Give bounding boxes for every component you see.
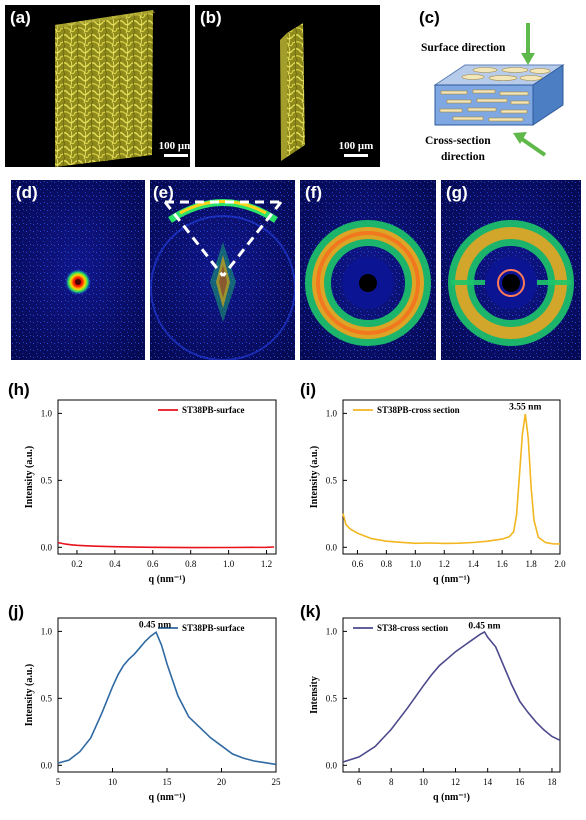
x-tick-label: 0.8 xyxy=(381,559,393,569)
panel-a-3d-image: (a) 100 μm xyxy=(5,5,190,167)
y-tick-label: 1.0 xyxy=(326,408,338,418)
x-tick-label: 10 xyxy=(419,777,429,787)
x-tick-label: 25 xyxy=(272,777,282,787)
direction-text: direction xyxy=(441,151,485,163)
plot-frame xyxy=(57,617,277,773)
panel-g-label: (g) xyxy=(446,183,468,202)
x-tick-label: 1.6 xyxy=(497,559,509,569)
x-tick-label: 1.2 xyxy=(439,559,450,569)
panel-k-label: (k) xyxy=(300,602,321,621)
y-axis-label: Intensity (a.u.) xyxy=(24,446,35,509)
series-line xyxy=(57,630,277,766)
x-tick-label: 0.6 xyxy=(147,559,159,569)
x-axis-label: q (nm⁻¹) xyxy=(433,574,470,585)
scattering-d xyxy=(11,180,145,360)
plot-frame xyxy=(342,399,561,555)
x-tick-label: 1.2 xyxy=(261,559,272,569)
x-tick-label: 10 xyxy=(108,777,118,787)
panel-b-3d-image: (b) 100 μm xyxy=(195,5,380,167)
scattering-f xyxy=(300,180,436,360)
scattering-e xyxy=(150,180,295,360)
cross-section-text: Cross-section xyxy=(425,135,491,147)
x-tick-label: 12 xyxy=(451,777,460,787)
y-axis-label: Intensity (a.u.) xyxy=(309,446,320,509)
panel-j-label: (j) xyxy=(8,602,25,621)
panel-f-label: (f) xyxy=(305,183,322,202)
y-tick-label: 0.5 xyxy=(41,475,53,485)
legend-label: ST38PB-cross section xyxy=(377,405,460,415)
x-axis-label: q (nm⁻¹) xyxy=(149,792,186,803)
x-tick-label: 0.2 xyxy=(71,559,82,569)
peak-annotation: 0.45 nm xyxy=(468,622,500,632)
x-tick-label: 6 xyxy=(357,777,362,787)
chart-j: 5 10 15 20 25 0.0 0.5 1.0 q (nm⁻¹) Intensity (a.u… xyxy=(24,617,282,803)
panel-d-scattering: (d) xyxy=(11,180,145,360)
panel-a-label: (a) xyxy=(10,8,31,27)
y-tick-label: 1.0 xyxy=(41,626,53,636)
x-tick-label: 20 xyxy=(217,777,227,787)
panel-e-label: (e) xyxy=(153,183,174,202)
scale-bar-b: 100 μm xyxy=(335,140,377,157)
scale-bar-a-text: 100 μm xyxy=(158,140,190,152)
y-tick-label: 1.0 xyxy=(41,408,53,418)
x-tick-label: 15 xyxy=(163,777,173,787)
y-tick-label: 0.0 xyxy=(326,760,338,770)
x-tick-label: 18 xyxy=(547,777,557,787)
x-tick-label: 0.6 xyxy=(352,559,364,569)
legend-label: ST38PB-surface xyxy=(182,405,245,415)
y-tick-label: 0.0 xyxy=(41,542,53,552)
panel-d-label: (d) xyxy=(16,183,38,202)
y-tick-label: 0.0 xyxy=(326,542,338,552)
x-tick-label: 1.0 xyxy=(223,559,235,569)
scattering-g xyxy=(441,180,581,360)
scale-bar-a: 100 μm xyxy=(155,140,190,157)
plot-frame xyxy=(57,399,277,555)
y-tick-label: 0.0 xyxy=(41,760,53,770)
chart-h: 0.2 0.4 0.6 0.8 1.0 1.2 0.0 0.5 1.0 q (nm⁻¹) Inten… xyxy=(24,399,277,585)
series-line xyxy=(57,541,275,549)
plot-frame xyxy=(342,617,561,773)
direction-schematic xyxy=(433,23,565,157)
x-tick-label: 1.4 xyxy=(468,559,480,569)
chart-k: 6 8 10 12 14 16 18 0.0 0.5 1.0 q (nm⁻¹) Intensity ST… xyxy=(309,617,561,803)
panel-h-label: (h) xyxy=(8,380,30,399)
panel-g-scattering: (g) xyxy=(441,180,581,360)
y-axis-label: Intensity (a.u.) xyxy=(24,664,35,727)
y-tick-label: 0.5 xyxy=(326,693,338,703)
panel-b-label: (b) xyxy=(200,8,222,27)
panel-c-schematic: (c) Surface direction Cros xyxy=(385,5,581,167)
series-line xyxy=(342,413,561,545)
legend-label: ST38PB-surface xyxy=(182,623,245,633)
scale-bar-b-text: 100 μm xyxy=(338,140,374,152)
y-axis-label: Intensity xyxy=(309,676,320,714)
sample-volume-b xyxy=(280,23,305,161)
panel-e-scattering: (e) xyxy=(150,180,295,360)
sample-volume-a xyxy=(55,10,155,167)
peak-annotation: 0.45 nm xyxy=(139,620,171,630)
y-tick-label: 0.5 xyxy=(326,475,338,485)
panel-c-label: (c) xyxy=(419,8,440,27)
x-axis-label: q (nm⁻¹) xyxy=(149,574,186,585)
x-tick-label: 0.4 xyxy=(109,559,121,569)
legend-label: ST38-cross section xyxy=(377,623,448,633)
x-tick-label: 1.8 xyxy=(525,559,537,569)
x-tick-label: 1.0 xyxy=(410,559,422,569)
chart-i: 0.6 0.8 1.0 1.2 1.4 1.6 1.8 2.0 0.0 0.5 1.0 q (nm⁻¹… xyxy=(309,399,566,585)
y-tick-label: 1.0 xyxy=(326,626,338,636)
surface-direction-text: Surface direction xyxy=(421,42,506,54)
peak-annotation: 3.55 nm xyxy=(509,402,541,412)
series-line xyxy=(342,630,561,763)
x-tick-label: 16 xyxy=(515,777,525,787)
x-tick-label: 8 xyxy=(389,777,394,787)
y-tick-label: 0.5 xyxy=(41,693,53,703)
x-tick-label: 14 xyxy=(483,777,493,787)
x-tick-label: 5 xyxy=(56,777,61,787)
panel-i-label: (i) xyxy=(300,380,317,399)
x-tick-label: 2.0 xyxy=(554,559,566,569)
x-tick-label: 0.8 xyxy=(185,559,197,569)
panel-f-scattering: (f) xyxy=(300,180,436,360)
x-axis-label: q (nm⁻¹) xyxy=(433,792,470,803)
